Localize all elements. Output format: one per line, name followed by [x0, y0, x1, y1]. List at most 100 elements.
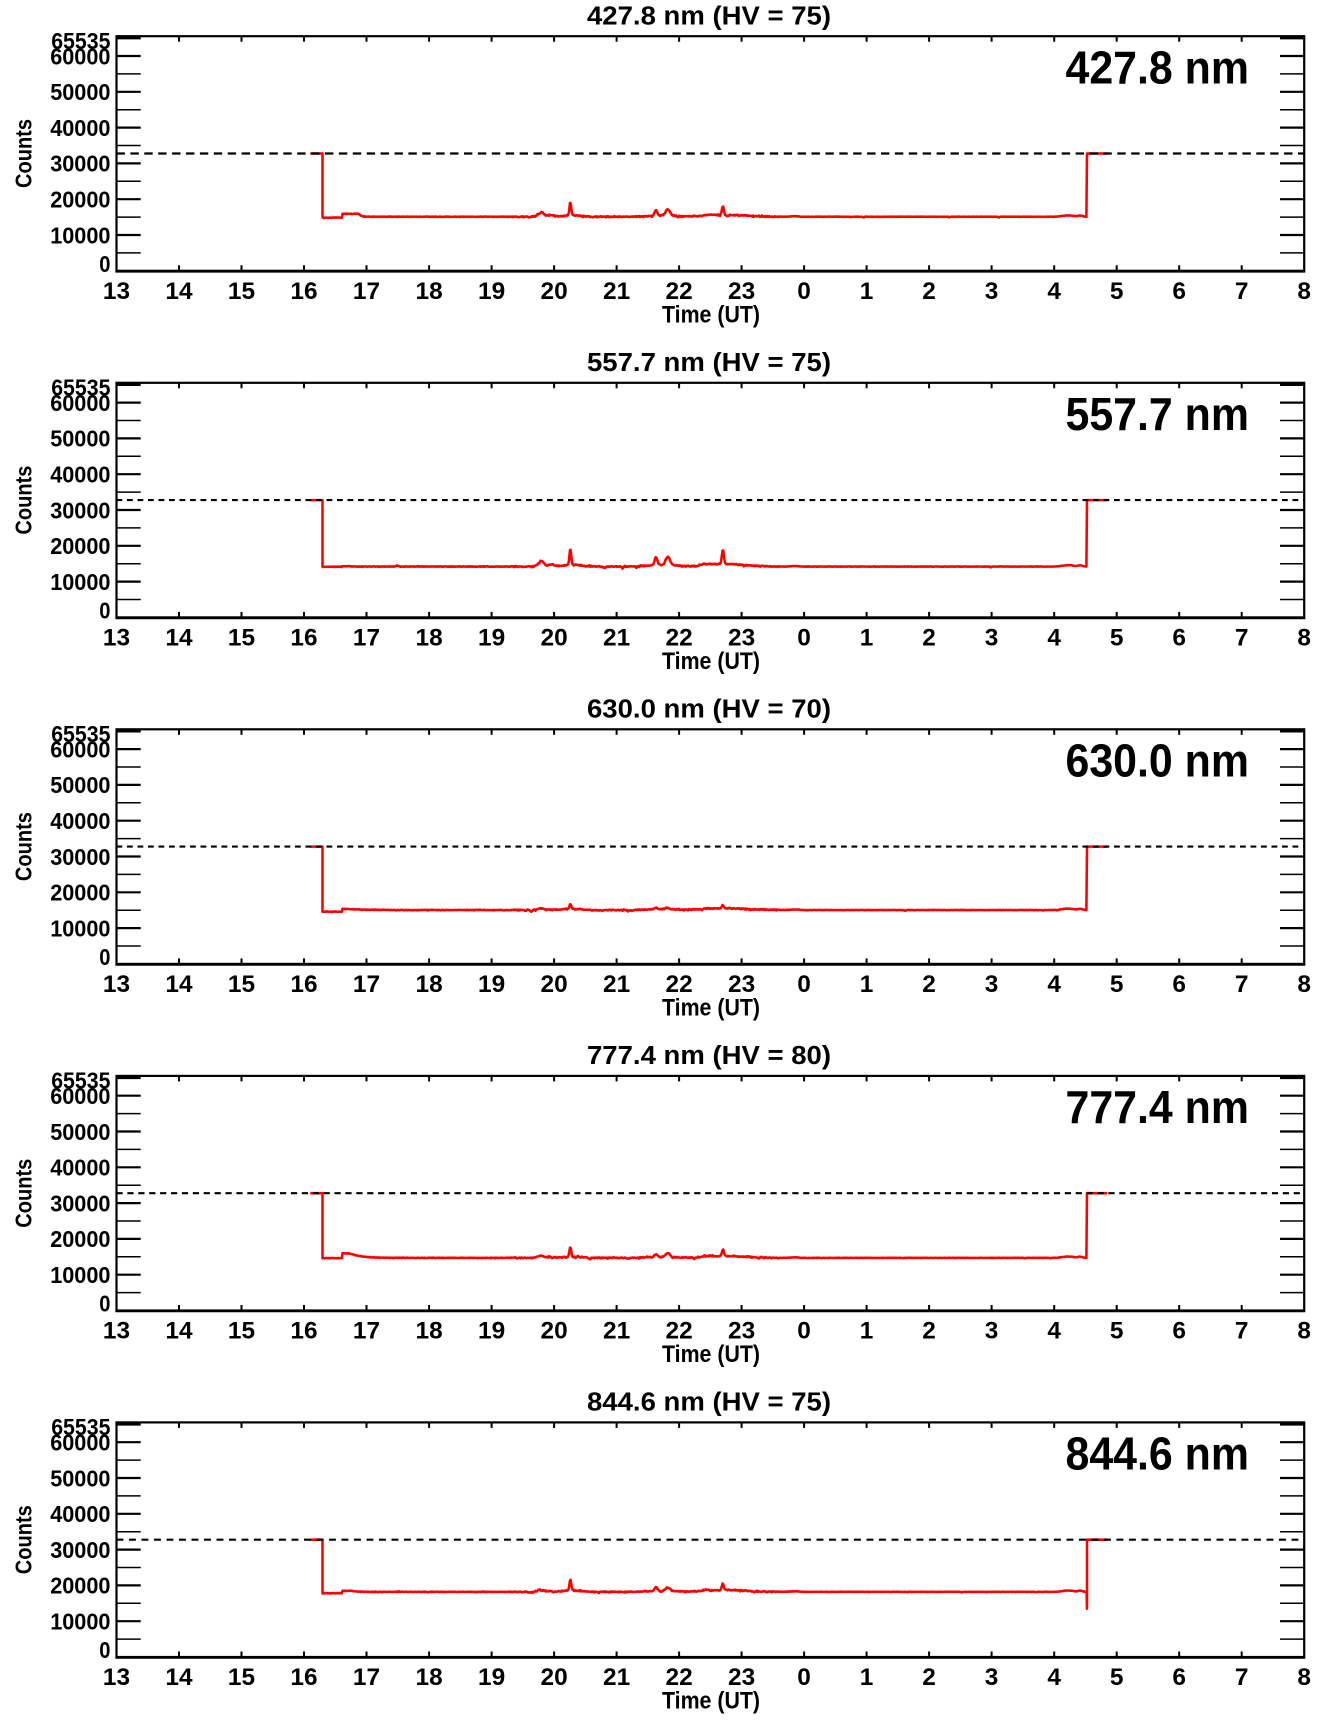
svg-text:4: 4 — [1047, 1318, 1061, 1345]
svg-text:16: 16 — [290, 1318, 317, 1345]
svg-text:21: 21 — [603, 971, 630, 998]
svg-text:65535: 65535 — [51, 28, 110, 54]
svg-text:21: 21 — [603, 624, 630, 651]
svg-text:15: 15 — [228, 1318, 255, 1345]
svg-text:65535: 65535 — [51, 721, 110, 747]
svg-text:5: 5 — [1110, 971, 1124, 998]
svg-text:5: 5 — [1110, 1318, 1124, 1345]
svg-text:6: 6 — [1172, 1664, 1186, 1691]
svg-text:557.7 nm (HV = 75): 557.7 nm (HV = 75) — [587, 349, 831, 377]
svg-text:65535: 65535 — [51, 1414, 110, 1440]
svg-text:20000: 20000 — [50, 1226, 110, 1252]
svg-text:3: 3 — [985, 1318, 999, 1345]
svg-text:15: 15 — [228, 1664, 255, 1691]
svg-text:22: 22 — [666, 971, 693, 998]
svg-text:6: 6 — [1172, 1318, 1186, 1345]
svg-text:19: 19 — [478, 624, 505, 651]
svg-text:427.8 nm: 427.8 nm — [1066, 42, 1250, 94]
svg-text:22: 22 — [666, 278, 693, 305]
svg-text:60000: 60000 — [50, 1083, 110, 1109]
svg-text:17: 17 — [353, 278, 380, 305]
svg-text:14: 14 — [165, 278, 193, 305]
svg-text:13: 13 — [103, 624, 130, 651]
svg-text:23: 23 — [728, 971, 755, 998]
svg-text:20: 20 — [541, 971, 568, 998]
svg-text:4: 4 — [1047, 971, 1061, 998]
svg-text:18: 18 — [416, 971, 443, 998]
svg-text:40000: 40000 — [50, 1501, 110, 1527]
svg-text:20: 20 — [541, 624, 568, 651]
svg-text:15: 15 — [228, 971, 255, 998]
svg-text:16: 16 — [290, 624, 317, 651]
svg-text:40000: 40000 — [50, 115, 110, 141]
svg-text:17: 17 — [353, 971, 380, 998]
svg-text:50000: 50000 — [50, 426, 110, 452]
svg-text:17: 17 — [353, 1318, 380, 1345]
svg-text:0: 0 — [797, 278, 811, 305]
svg-text:Time (UT): Time (UT) — [662, 648, 760, 675]
svg-text:2: 2 — [922, 971, 936, 998]
svg-text:6: 6 — [1172, 971, 1186, 998]
svg-text:8: 8 — [1297, 1318, 1311, 1345]
svg-text:3: 3 — [985, 624, 999, 651]
svg-text:Time (UT): Time (UT) — [662, 302, 760, 329]
svg-text:8: 8 — [1297, 971, 1311, 998]
svg-text:13: 13 — [103, 278, 130, 305]
svg-text:20: 20 — [541, 1664, 568, 1691]
svg-text:Counts: Counts — [11, 812, 37, 881]
svg-text:0: 0 — [99, 944, 110, 970]
svg-text:7: 7 — [1235, 624, 1249, 651]
svg-text:0: 0 — [99, 1637, 110, 1663]
svg-text:5: 5 — [1110, 1664, 1124, 1691]
svg-text:5: 5 — [1110, 278, 1124, 305]
svg-text:2: 2 — [922, 1664, 936, 1691]
svg-text:427.8 nm (HV = 75): 427.8 nm (HV = 75) — [587, 3, 831, 31]
svg-text:0: 0 — [99, 1291, 110, 1317]
svg-text:18: 18 — [416, 1664, 443, 1691]
svg-text:30000: 30000 — [50, 1190, 110, 1216]
svg-text:Counts: Counts — [11, 466, 37, 535]
svg-text:1: 1 — [860, 278, 874, 305]
svg-text:0: 0 — [99, 251, 110, 277]
svg-text:60000: 60000 — [50, 1430, 110, 1456]
svg-text:20: 20 — [541, 278, 568, 305]
svg-text:3: 3 — [985, 971, 999, 998]
svg-text:16: 16 — [290, 971, 317, 998]
svg-text:6: 6 — [1172, 278, 1186, 305]
svg-text:22: 22 — [666, 1664, 693, 1691]
svg-text:40000: 40000 — [50, 462, 110, 488]
svg-text:20000: 20000 — [50, 1573, 110, 1599]
svg-text:10000: 10000 — [50, 1609, 110, 1635]
svg-text:0: 0 — [797, 624, 811, 651]
svg-text:Time (UT): Time (UT) — [662, 1341, 760, 1368]
svg-text:2: 2 — [922, 278, 936, 305]
svg-text:777.4 nm (HV = 80): 777.4 nm (HV = 80) — [587, 1042, 831, 1070]
svg-text:14: 14 — [165, 1664, 193, 1691]
svg-text:14: 14 — [165, 1318, 193, 1345]
svg-text:21: 21 — [603, 278, 630, 305]
svg-text:6: 6 — [1172, 624, 1186, 651]
svg-text:50000: 50000 — [50, 1465, 110, 1491]
svg-text:30000: 30000 — [50, 497, 110, 523]
svg-text:22: 22 — [666, 1318, 693, 1345]
svg-text:1: 1 — [860, 971, 874, 998]
svg-text:13: 13 — [103, 1664, 130, 1691]
svg-text:30000: 30000 — [50, 151, 110, 177]
svg-text:22: 22 — [666, 624, 693, 651]
svg-text:40000: 40000 — [50, 808, 110, 834]
svg-text:19: 19 — [478, 971, 505, 998]
svg-text:8: 8 — [1297, 1664, 1311, 1691]
svg-text:4: 4 — [1047, 278, 1061, 305]
svg-text:5: 5 — [1110, 624, 1124, 651]
svg-text:1: 1 — [860, 624, 874, 651]
svg-text:23: 23 — [728, 1318, 755, 1345]
svg-text:13: 13 — [103, 1318, 130, 1345]
svg-text:1: 1 — [860, 1318, 874, 1345]
svg-text:10000: 10000 — [50, 222, 110, 248]
svg-text:16: 16 — [290, 278, 317, 305]
svg-text:7: 7 — [1235, 1664, 1249, 1691]
svg-text:Time (UT): Time (UT) — [662, 1688, 760, 1715]
svg-text:60000: 60000 — [50, 390, 110, 416]
svg-text:0: 0 — [797, 971, 811, 998]
svg-text:7: 7 — [1235, 1318, 1249, 1345]
